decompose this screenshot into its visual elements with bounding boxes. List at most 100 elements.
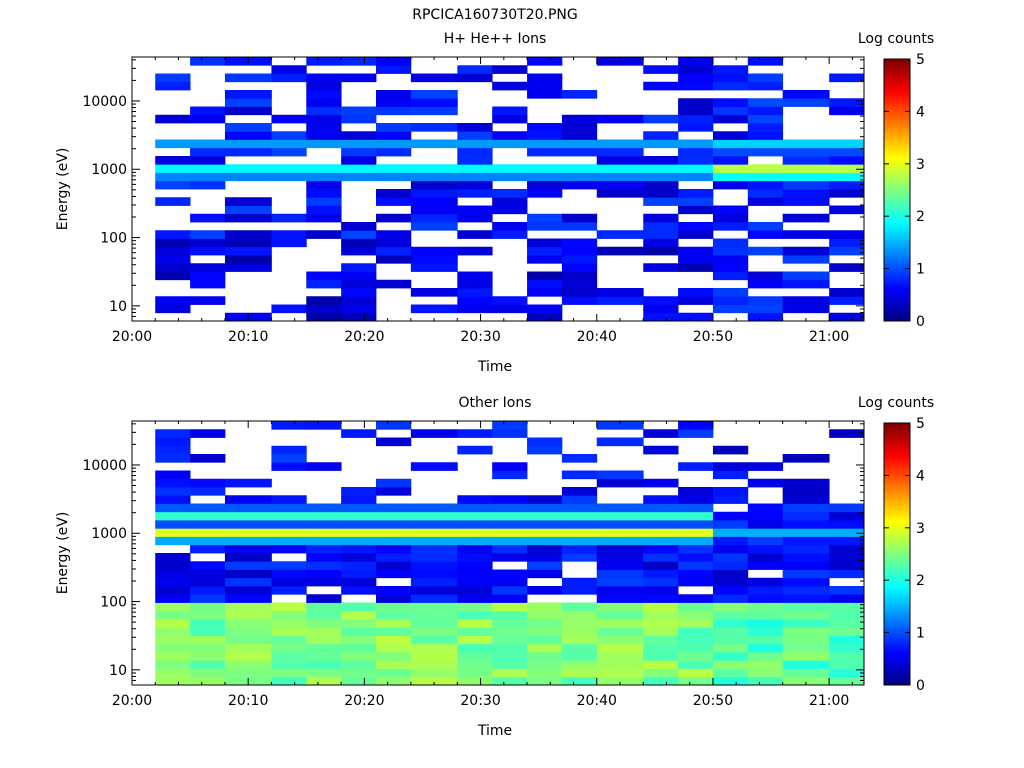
heatmap-cell: [341, 271, 377, 281]
heatmap-cell: [376, 660, 412, 669]
heatmap-cell: [747, 312, 784, 322]
heatmap-cell: [561, 652, 598, 661]
heatmap-cell: [643, 230, 679, 239]
heatmap-cell: [341, 561, 377, 570]
heatmap-cell: [410, 164, 458, 173]
heatmap-cell: [306, 660, 342, 669]
heatmap-cell: [190, 635, 226, 645]
heatmap-cell: [457, 271, 493, 281]
colorbar-segment: [884, 213, 910, 217]
colorbar-segment: [884, 569, 910, 573]
colorbar-segment: [884, 121, 910, 125]
heatmap-cell: [747, 553, 784, 562]
colorbar-segment: [884, 258, 910, 262]
heatmap-cell: [306, 520, 342, 529]
colorbar-segment: [884, 203, 910, 207]
colorbar-segment: [884, 653, 910, 657]
heatmap-cell: [747, 528, 784, 537]
heatmap-cell: [341, 577, 377, 587]
heatmap-cell: [492, 296, 528, 305]
heatmap-cell: [747, 668, 784, 678]
colorbar-segment: [884, 666, 910, 670]
heatmap-cell: [155, 602, 191, 612]
heatmap-cell: [224, 544, 272, 554]
heatmap-cell: [410, 263, 458, 272]
heatmap-cell: [527, 668, 563, 678]
heatmap-cell: [782, 610, 830, 620]
colorbar-segment: [884, 556, 910, 560]
colorbar-segment: [884, 292, 910, 296]
heatmap-cell: [747, 180, 784, 190]
heatmap-cell: [527, 627, 563, 636]
heatmap-cell: [596, 470, 644, 480]
heatmap-cell: [829, 189, 865, 198]
colorbar-segment: [884, 66, 910, 70]
heatmap-cell: [712, 495, 749, 504]
colorbar-segment: [884, 90, 910, 94]
colorbar-segment: [884, 98, 910, 102]
heatmap-cell: [829, 98, 865, 107]
colorbar-segment: [884, 674, 910, 678]
heatmap-cell: [596, 503, 644, 513]
heatmap-cell: [457, 520, 493, 529]
heatmap-cell: [376, 478, 412, 488]
colorbar-segment: [884, 619, 910, 623]
heatmap-cell: [829, 586, 865, 595]
heatmap-cell: [596, 172, 644, 182]
heatmap-cell: [155, 470, 191, 480]
heatmap-cell: [306, 164, 342, 173]
heatmap-cell: [376, 652, 412, 661]
colorbar-segment: [884, 577, 910, 581]
heatmap-cell: [224, 205, 272, 215]
heatmap-cell: [527, 528, 563, 537]
heatmap-cell: [492, 131, 528, 140]
heatmap-cells: [155, 57, 865, 322]
heatmap-cell: [527, 503, 563, 513]
heatmap-cell: [190, 487, 226, 496]
heatmap-cell: [492, 495, 528, 504]
heatmap-cell: [678, 553, 714, 562]
panel-title: Other Ions: [458, 395, 531, 411]
colorbar-segment: [884, 239, 910, 243]
heatmap-cell: [596, 421, 644, 430]
heatmap-cell: [224, 213, 272, 223]
colorbar-segment: [884, 483, 910, 487]
heatmap-cell: [782, 495, 830, 504]
heatmap-cell: [190, 544, 226, 554]
heatmap-cell: [596, 230, 644, 239]
heatmap-cell: [561, 544, 598, 554]
heatmap-cell: [643, 536, 679, 546]
colorbar-segment: [884, 279, 910, 283]
heatmap-cell: [492, 544, 528, 554]
colorbar-segment: [884, 197, 910, 201]
heatmap-cell: [190, 528, 226, 537]
colorbar-segment: [884, 611, 910, 615]
heatmap-cell: [271, 230, 307, 239]
heatmap-cell: [376, 536, 412, 546]
heatmap-cell: [527, 643, 563, 653]
heatmap-cell: [492, 627, 528, 636]
heatmap-cell: [190, 577, 226, 587]
colorbar-segment: [884, 300, 910, 304]
heatmap-cell: [712, 668, 749, 678]
colorbar-segment: [884, 480, 910, 484]
colorbar-segment: [884, 661, 910, 665]
heatmap-cell: [376, 668, 412, 678]
heatmap-cell: [457, 511, 493, 521]
colorbar-segment: [884, 265, 910, 270]
colorbar-segment: [884, 645, 910, 649]
heatmap-cell: [376, 238, 412, 248]
colorbar-segment: [884, 161, 910, 165]
x-tick-label: 20:10: [228, 329, 268, 345]
heatmap-cell: [190, 180, 226, 190]
colorbar-segment: [884, 129, 910, 133]
heatmap-cell: [829, 627, 865, 636]
heatmap-cell: [527, 139, 563, 149]
heatmap-cell: [341, 304, 377, 314]
heatmap-cell: [829, 230, 865, 239]
colorbar-segment: [884, 72, 910, 76]
heatmap-cell: [782, 279, 830, 289]
colorbar-segment: [884, 237, 910, 241]
heatmap-cell: [596, 164, 644, 173]
heatmap-cell: [492, 139, 528, 149]
